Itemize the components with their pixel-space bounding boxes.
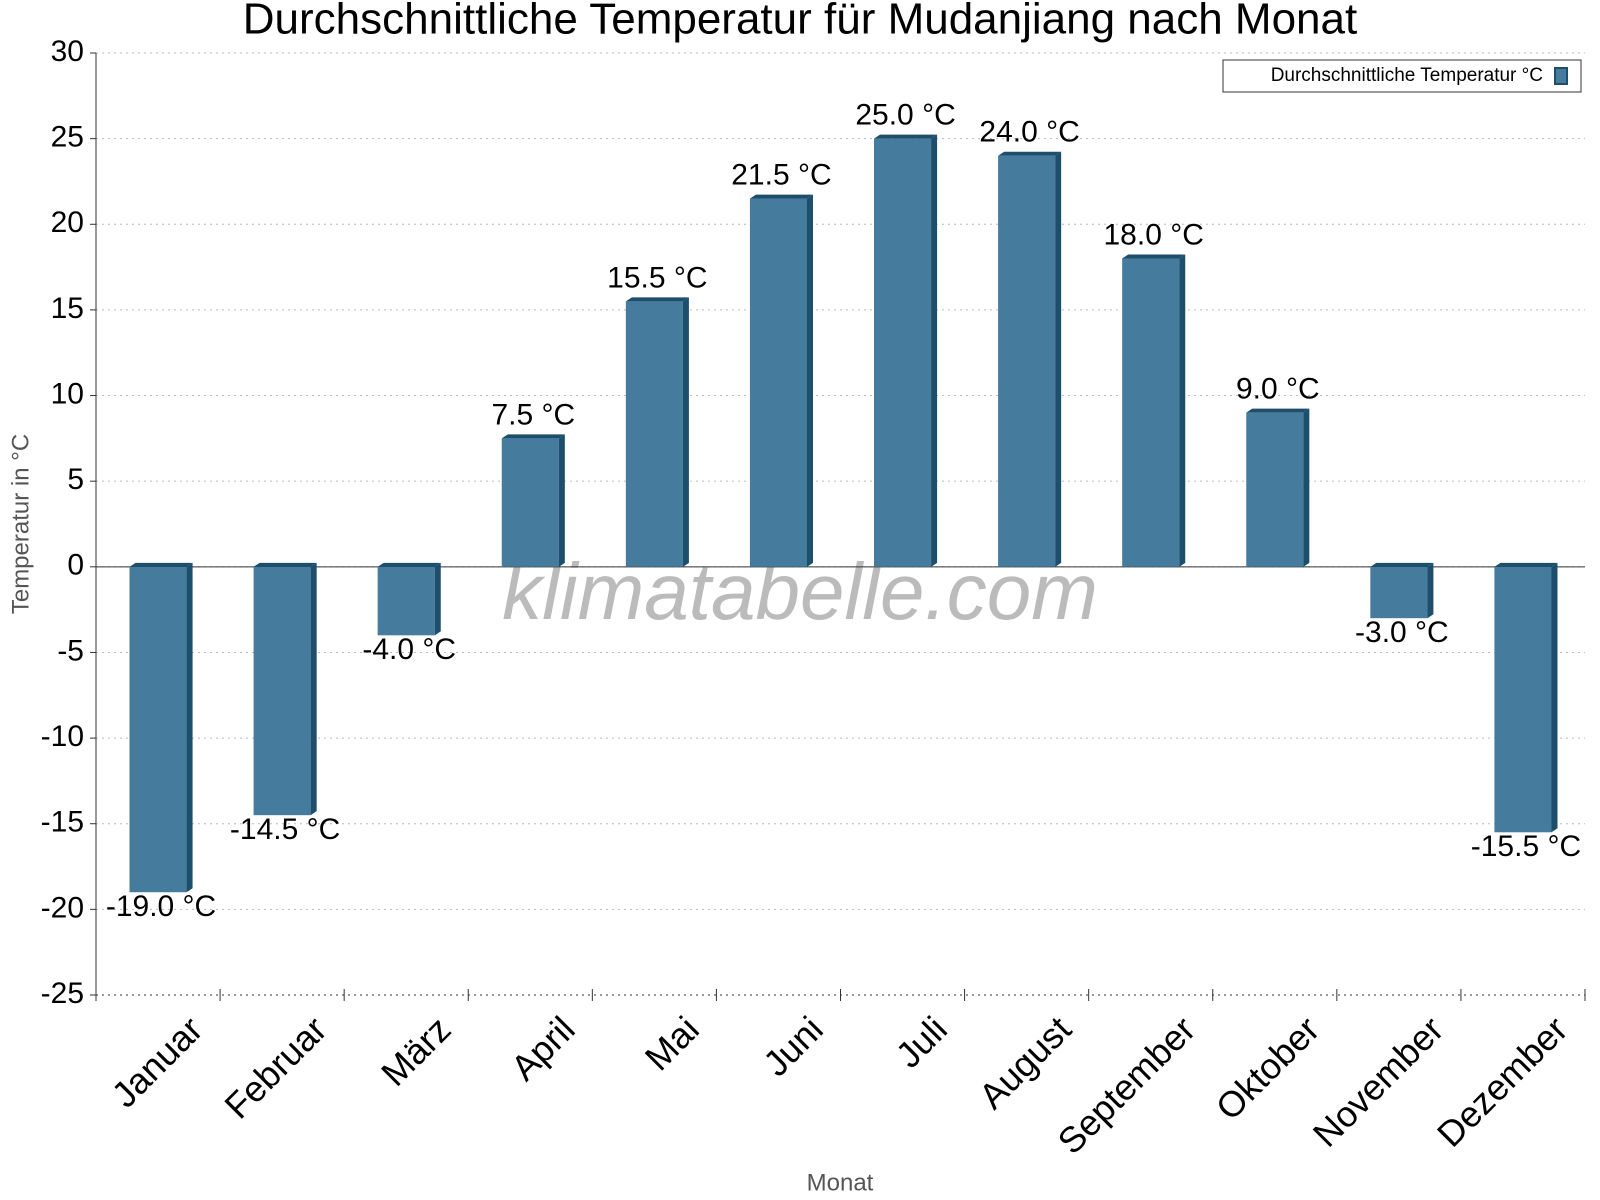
bar-face <box>1370 566 1428 619</box>
bar <box>1494 562 1558 833</box>
bar-side <box>434 562 441 636</box>
bar <box>501 434 565 567</box>
bar <box>998 151 1062 567</box>
bar <box>625 297 689 567</box>
x-tick-label: Mai <box>637 1008 707 1078</box>
bar-side <box>1179 254 1186 567</box>
x-tick-label: Februar <box>216 1008 334 1126</box>
bar-side <box>1303 408 1310 567</box>
legend-label: Durchschnittliche Temperatur °C <box>1271 65 1543 86</box>
x-axis-label: Monat <box>807 1169 874 1196</box>
bar-face <box>998 155 1056 567</box>
value-label: 24.0 °C <box>979 116 1079 149</box>
value-label: 21.5 °C <box>731 159 831 192</box>
bar-face <box>501 438 559 567</box>
bar <box>377 562 441 636</box>
bar-face <box>1246 412 1304 567</box>
bar <box>129 562 193 893</box>
bar-face <box>377 566 435 636</box>
bar <box>749 194 813 567</box>
bar-side <box>931 134 938 567</box>
y-tick-label: 10 <box>51 377 84 410</box>
bar-face <box>749 198 807 567</box>
x-tick-label: Juni <box>755 1008 831 1084</box>
bar-face <box>129 566 187 893</box>
bar-face <box>874 138 932 567</box>
bar-side <box>1551 562 1558 833</box>
bar-side <box>186 562 193 893</box>
bar <box>1122 254 1186 567</box>
bar-top <box>1122 254 1186 259</box>
bar <box>874 134 938 567</box>
y-tick-label: 25 <box>51 121 84 154</box>
y-tick-label: 0 <box>67 549 84 582</box>
y-tick-label: -10 <box>41 720 84 753</box>
y-tick-label: -15 <box>41 806 84 839</box>
y-tick-label: -20 <box>41 891 84 924</box>
bar-top <box>625 297 689 302</box>
y-tick-label: 20 <box>51 206 84 239</box>
value-label: 15.5 °C <box>607 261 707 294</box>
value-label: -4.0 °C <box>362 633 456 666</box>
bar-face <box>625 301 683 567</box>
bar-face <box>1122 258 1180 567</box>
x-tick-label: Januar <box>104 1008 211 1115</box>
bar-side <box>1427 562 1434 619</box>
value-label: 7.5 °C <box>491 398 575 431</box>
y-tick-label: 15 <box>51 292 84 325</box>
bar-top <box>1494 562 1558 567</box>
bar <box>1246 408 1310 567</box>
value-label: -3.0 °C <box>1355 616 1449 649</box>
y-tick-label: -25 <box>41 977 84 1010</box>
x-tick-label: April <box>503 1008 583 1088</box>
bar-side <box>558 434 565 567</box>
x-tick-label: Juli <box>888 1008 955 1075</box>
bar-top <box>749 194 813 199</box>
bar <box>253 562 317 816</box>
bar-top <box>253 562 317 567</box>
legend-swatch <box>1554 67 1568 85</box>
x-tick-label: Dezember <box>1429 1008 1575 1154</box>
x-tick-label: August <box>971 1008 1079 1116</box>
value-label: -15.5 °C <box>1471 830 1581 863</box>
bar-top <box>377 562 441 567</box>
bar-side <box>1055 151 1062 567</box>
y-tick-label: 30 <box>51 35 84 68</box>
legend: Durchschnittliche Temperatur °C <box>1222 59 1582 93</box>
bar-top <box>129 562 193 567</box>
value-label: -14.5 °C <box>230 813 340 846</box>
bar-side <box>806 194 813 567</box>
value-label: -19.0 °C <box>106 890 216 923</box>
bar-side <box>310 562 317 816</box>
y-tick-label: -5 <box>57 634 84 667</box>
bar-top <box>998 151 1062 156</box>
y-tick-label: 5 <box>67 463 84 496</box>
value-label: 18.0 °C <box>1104 218 1204 251</box>
x-tick-label: März <box>373 1008 459 1094</box>
bar-face <box>1494 566 1552 833</box>
value-label: 9.0 °C <box>1236 373 1320 406</box>
x-tick-label: November <box>1305 1008 1451 1154</box>
y-axis-label: Temperatur in °C <box>7 434 34 614</box>
legend-box <box>1222 59 1582 93</box>
bar-top <box>1370 562 1434 567</box>
bar-top <box>501 434 565 439</box>
bar-side <box>682 297 689 567</box>
x-tick-label: Oktober <box>1208 1008 1328 1128</box>
value-label: 25.0 °C <box>855 99 955 132</box>
bar-face <box>253 566 311 816</box>
bar <box>1370 562 1434 619</box>
bar-top <box>874 134 938 139</box>
chart-title: Durchschnittliche Temperatur für Mudanji… <box>243 0 1357 44</box>
bar-top <box>1246 408 1310 413</box>
